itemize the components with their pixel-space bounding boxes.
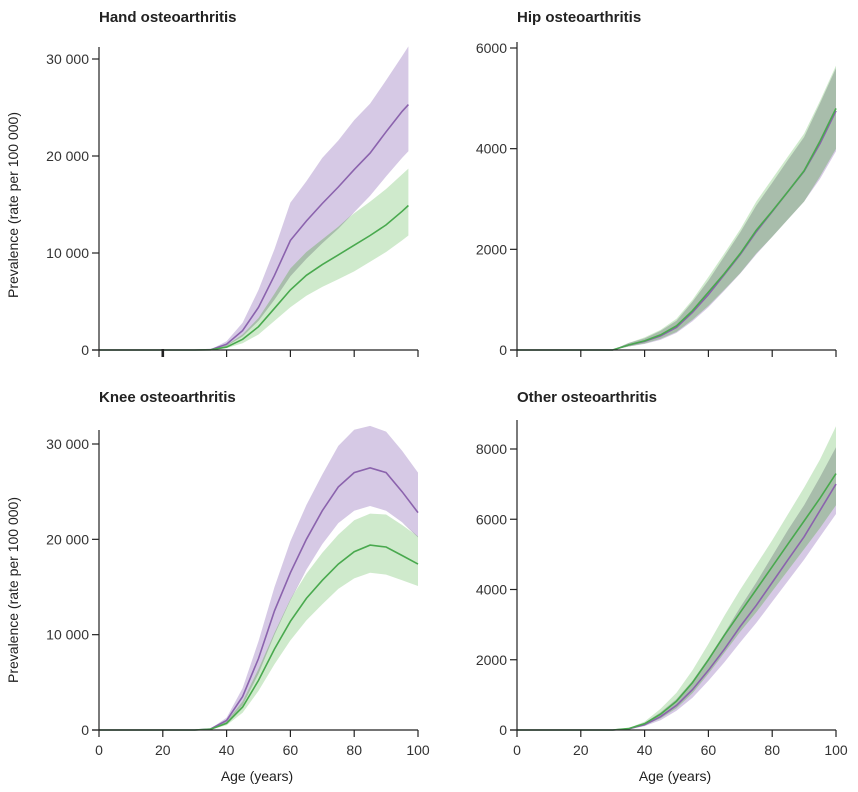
panel-hand: 0 10 000 20 000 30 000 [46, 46, 419, 358]
line-purple-hip [517, 110, 837, 351]
xtick-label-other-3: 60 [701, 742, 717, 758]
ytick-label-hip-2: 4000 [476, 141, 507, 157]
line-green-knee [99, 544, 419, 731]
title-hand: Hand osteoarthritis [99, 9, 237, 26]
xtick-label-other-4: 80 [764, 742, 780, 758]
ytick-label-hand-2: 20 000 [46, 148, 89, 164]
band-purple-hand [99, 46, 409, 351]
ylabel-bottom: Prevalence (rate per 100 000) [5, 497, 21, 683]
xtick-label-knee-1: 20 [155, 742, 171, 758]
line-green-other [517, 473, 837, 731]
panel-other: 0 2000 4000 6000 8000 0 20 40 60 80 100 [476, 420, 848, 758]
band-purple-knee [99, 425, 418, 730]
xtick-label-other-0: 0 [513, 742, 521, 758]
title-knee: Knee osteoarthritis [99, 389, 236, 406]
ytick-label-knee-1: 10 000 [46, 627, 89, 643]
title-hip: Hip osteoarthritis [517, 9, 641, 26]
xtick-label-knee-2: 40 [219, 742, 235, 758]
xtick-label-knee-0: 0 [95, 742, 103, 758]
ytick-label-knee-2: 20 000 [46, 531, 89, 547]
xtick-label-other-1: 20 [573, 742, 589, 758]
xlabel-knee: Age (years) [221, 768, 293, 784]
band-green-hand [99, 168, 409, 350]
xtick-label-knee-4: 80 [346, 742, 362, 758]
ytick-label-hand-3: 30 000 [46, 51, 89, 67]
ytick-label-hip-3: 6000 [476, 40, 507, 56]
xlabel-other: Age (years) [639, 768, 711, 784]
ytick-label-knee-0: 0 [81, 722, 89, 738]
ytick-label-hip-1: 2000 [476, 241, 507, 257]
line-green-hip [517, 108, 837, 351]
band-purple-other [517, 447, 836, 730]
ytick-label-hand-1: 10 000 [46, 245, 89, 261]
ytick-label-other-3: 6000 [476, 511, 507, 527]
ylabel-top: Prevalence (rate per 100 000) [5, 112, 21, 298]
ytick-label-hip-0: 0 [499, 342, 507, 358]
xtick-label-other-2: 40 [637, 742, 653, 758]
band-green-knee [99, 513, 418, 730]
ytick-label-knee-3: 30 000 [46, 436, 89, 452]
ytick-label-other-2: 4000 [476, 582, 507, 598]
panel-hip: 0 2000 4000 6000 [476, 40, 837, 358]
ytick-label-other-1: 2000 [476, 652, 507, 668]
xtick-label-knee-3: 60 [283, 742, 299, 758]
ytick-label-other-0: 0 [499, 722, 507, 738]
xtick-label-other-5: 100 [824, 742, 848, 758]
ytick-label-hand-0: 0 [81, 342, 89, 358]
title-other: Other osteoarthritis [517, 389, 657, 406]
ytick-label-other-4: 8000 [476, 441, 507, 457]
xtick-label-knee-5: 100 [406, 742, 430, 758]
band-overlap-hip [517, 68, 836, 350]
band-overlap-other [517, 447, 836, 730]
panel-knee: 0 10 000 20 000 30 000 0 20 40 60 80 100 [46, 425, 430, 758]
